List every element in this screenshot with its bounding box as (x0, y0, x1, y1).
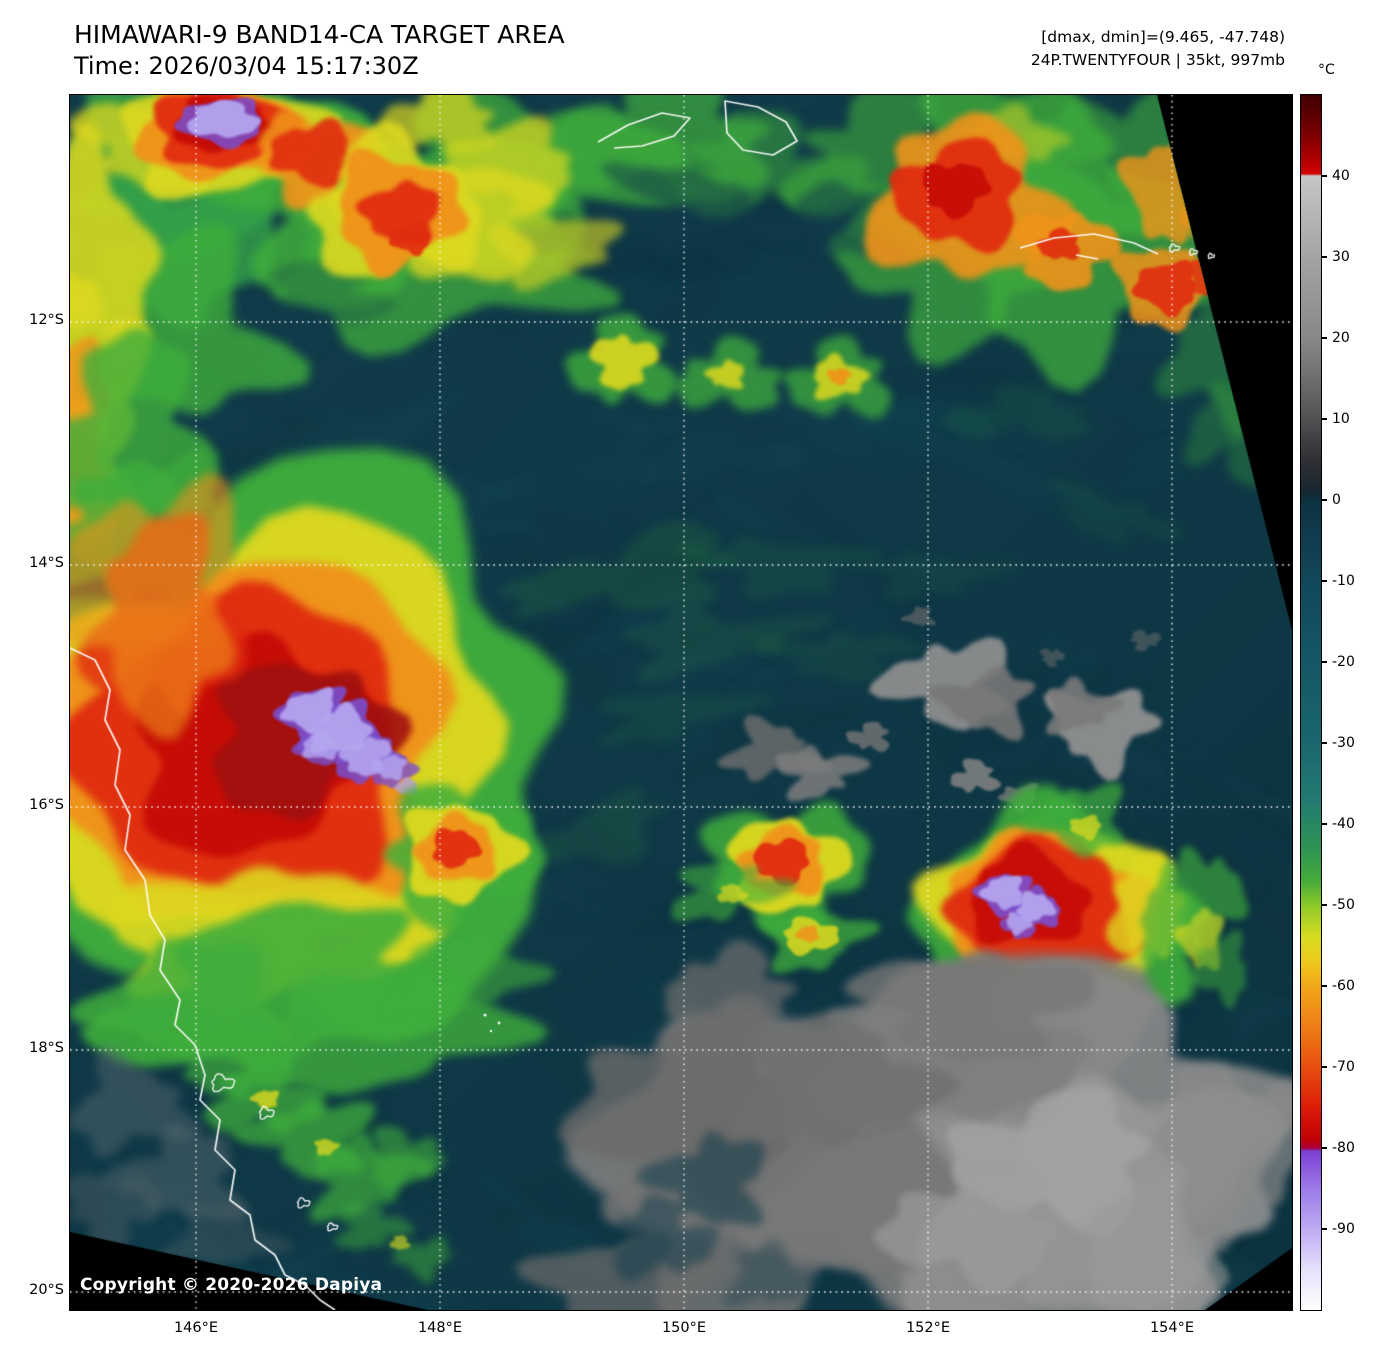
colorbar-tick-label: 40 (1332, 168, 1350, 184)
storm-info: 24P.TWENTYFOUR | 35kt, 997mb (1030, 51, 1285, 70)
colorbar-tick-label: -40 (1332, 816, 1355, 832)
dmax-dmin-readout: [dmax, dmin]=(9.465, -47.748) (1041, 28, 1285, 46)
colorbar-tick-label: -90 (1332, 1221, 1355, 1237)
colorbar-tick (1322, 499, 1327, 501)
colorbar-tick-label: -50 (1332, 897, 1355, 913)
lon-tick-label: 146°E (173, 1320, 219, 1336)
colorbar-tick (1322, 823, 1327, 825)
colorbar-tick-label: -20 (1332, 654, 1355, 670)
lon-tick-label: 152°E (905, 1320, 951, 1336)
satellite-imagery-canvas (70, 95, 1292, 1310)
colorbar-tick-label: 10 (1332, 411, 1350, 427)
colorbar-tick-label: -60 (1332, 978, 1355, 994)
lat-tick-label: 12°S (29, 312, 64, 328)
colorbar-unit: °C (1318, 62, 1335, 78)
lon-tick-label: 154°E (1149, 1320, 1195, 1336)
colorbar-tick (1322, 661, 1327, 663)
colorbar-tick (1322, 580, 1327, 582)
colorbar-tick-label: 30 (1332, 249, 1350, 265)
colorbar-tick (1322, 985, 1327, 987)
colorbar-tick-label: 20 (1332, 330, 1350, 346)
colorbar-tick (1322, 337, 1327, 339)
colorbar-tick (1322, 904, 1327, 906)
colorbar-tick (1322, 1066, 1327, 1068)
product-title: HIMAWARI-9 BAND14-CA TARGET AREA (74, 20, 565, 49)
lon-tick-label: 148°E (417, 1320, 463, 1336)
copyright-label: Copyright © 2020-2026 Dapiya (80, 1275, 383, 1295)
lat-tick-label: 16°S (29, 797, 64, 813)
product-timestamp: Time: 2026/03/04 15:17:30Z (74, 52, 419, 80)
colorbar-tick-label: 0 (1332, 492, 1341, 508)
colorbar-gradient (1300, 94, 1322, 1311)
lat-tick-label: 14°S (29, 555, 64, 571)
colorbar-tick-label: -10 (1332, 573, 1355, 589)
colorbar-tick (1322, 175, 1327, 177)
colorbar-tick (1322, 1228, 1327, 1230)
colorbar-tick (1322, 418, 1327, 420)
colorbar-tick-label: -70 (1332, 1059, 1355, 1075)
lon-tick-label: 150°E (661, 1320, 707, 1336)
colorbar-tick (1322, 256, 1327, 258)
colorbar-tick (1322, 1147, 1327, 1149)
colorbar-tick-label: -80 (1332, 1140, 1355, 1156)
colorbar-tick (1322, 742, 1327, 744)
header-right: [dmax, dmin]=(9.465, -47.748) 24P.TWENTY… (1031, 26, 1285, 73)
colorbar-tick-label: -30 (1332, 735, 1355, 751)
lat-tick-label: 20°S (29, 1282, 64, 1298)
lat-tick-label: 18°S (29, 1040, 64, 1056)
satellite-map: Copyright © 2020-2026 Dapiya (69, 94, 1293, 1311)
